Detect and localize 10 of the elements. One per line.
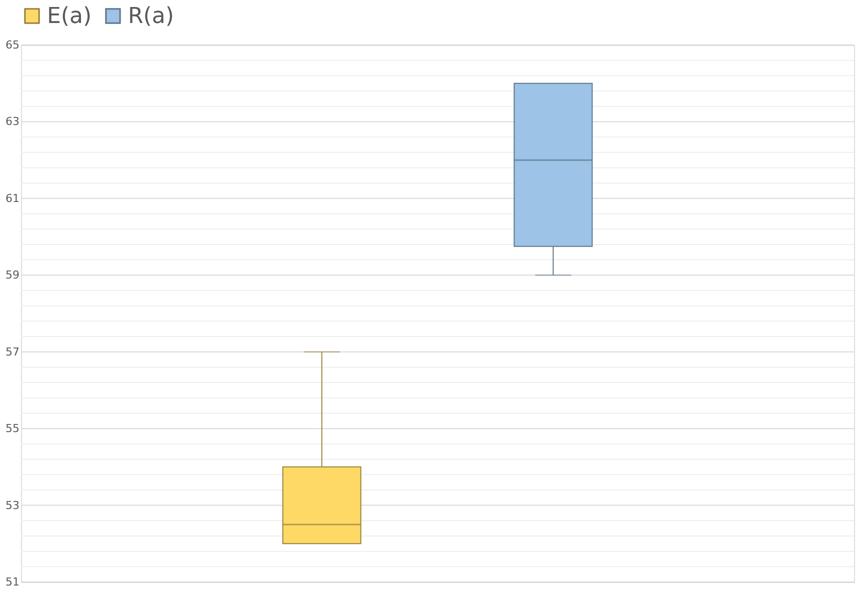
- y-tick-label: 57: [6, 345, 20, 358]
- y-tick-label: 65: [6, 38, 20, 52]
- y-tick-label: 53: [6, 498, 20, 512]
- y-tick-label: 63: [6, 115, 20, 128]
- y-tick-label: 61: [6, 192, 20, 205]
- legend-label: E(a): [47, 4, 92, 29]
- y-tick-label: 51: [6, 576, 20, 588]
- legend-label: R(a): [128, 4, 174, 29]
- y-tick-label: 59: [6, 268, 20, 282]
- y-tick-label: 55: [6, 422, 20, 436]
